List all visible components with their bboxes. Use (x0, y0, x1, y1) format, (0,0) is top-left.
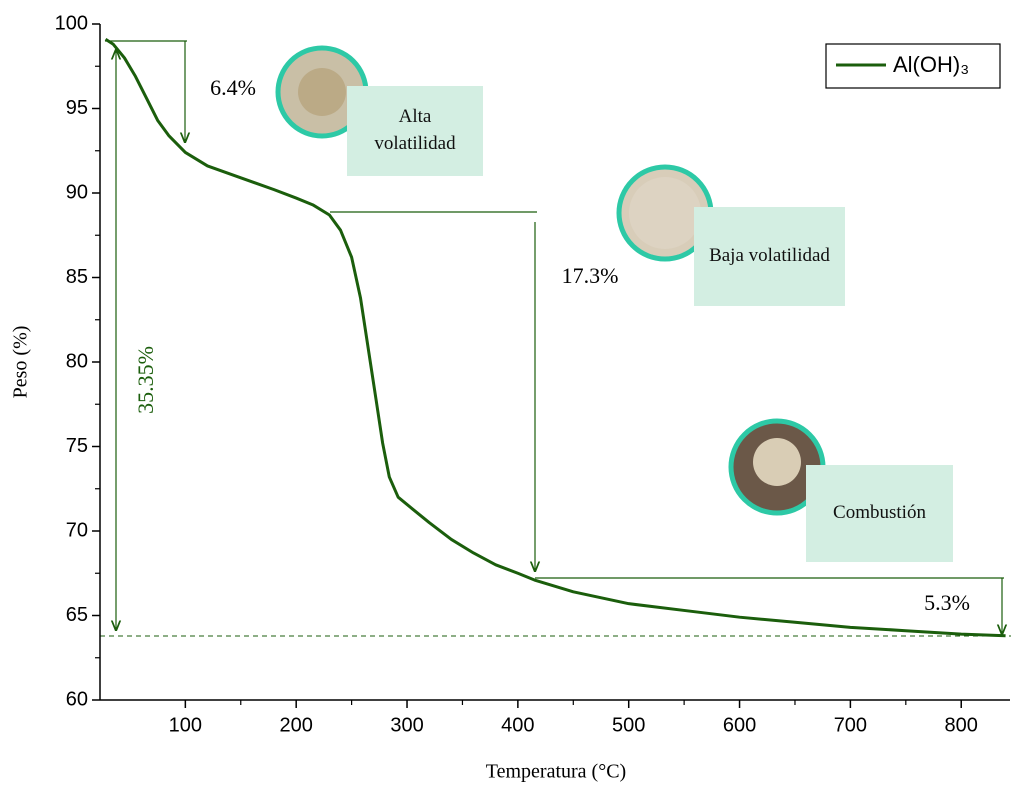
y-tick-label: 65 (66, 604, 88, 626)
x-tick-label: 700 (834, 714, 867, 736)
stage-label: Baja volatilidad (694, 207, 845, 306)
annotation: 35.35% (133, 346, 158, 414)
x-tick-label: 400 (501, 714, 534, 736)
annotation: 5.3% (924, 590, 970, 615)
y-tick-label: 90 (66, 181, 88, 203)
x-tick-label: 200 (280, 714, 313, 736)
chart: 6.4% 17.3% 5.3% 35.35% Temperatura (°C) … (0, 0, 1011, 787)
y-tick-label: 95 (66, 97, 88, 119)
y-tick-label: 70 (66, 519, 88, 541)
legend-label: Al(OH)₃ (893, 52, 969, 77)
x-axis-title: Temperatura (°C) (486, 761, 626, 783)
y-tick-label: 100 (55, 12, 88, 34)
x-tick-label: 100 (169, 714, 202, 736)
page: 6.4% 17.3% 5.3% 35.35% Temperatura (°C) … (0, 0, 1011, 787)
y-tick-label: 75 (66, 435, 88, 457)
x-tick-label: 500 (612, 714, 645, 736)
stage-label: Combustión (806, 465, 953, 562)
x-tick-label: 800 (945, 714, 978, 736)
annotation: 6.4% (210, 75, 256, 100)
x-tick-label: 600 (723, 714, 756, 736)
y-tick-label: 85 (66, 266, 88, 288)
y-tick-label: 60 (66, 688, 88, 710)
y-tick-label: 80 (66, 350, 88, 372)
x-tick-label: 300 (390, 714, 423, 736)
y-axis-title: Peso (%) (10, 326, 32, 399)
annotation: 17.3% (562, 263, 619, 288)
stage-label: Alta volatilidad (347, 86, 483, 176)
